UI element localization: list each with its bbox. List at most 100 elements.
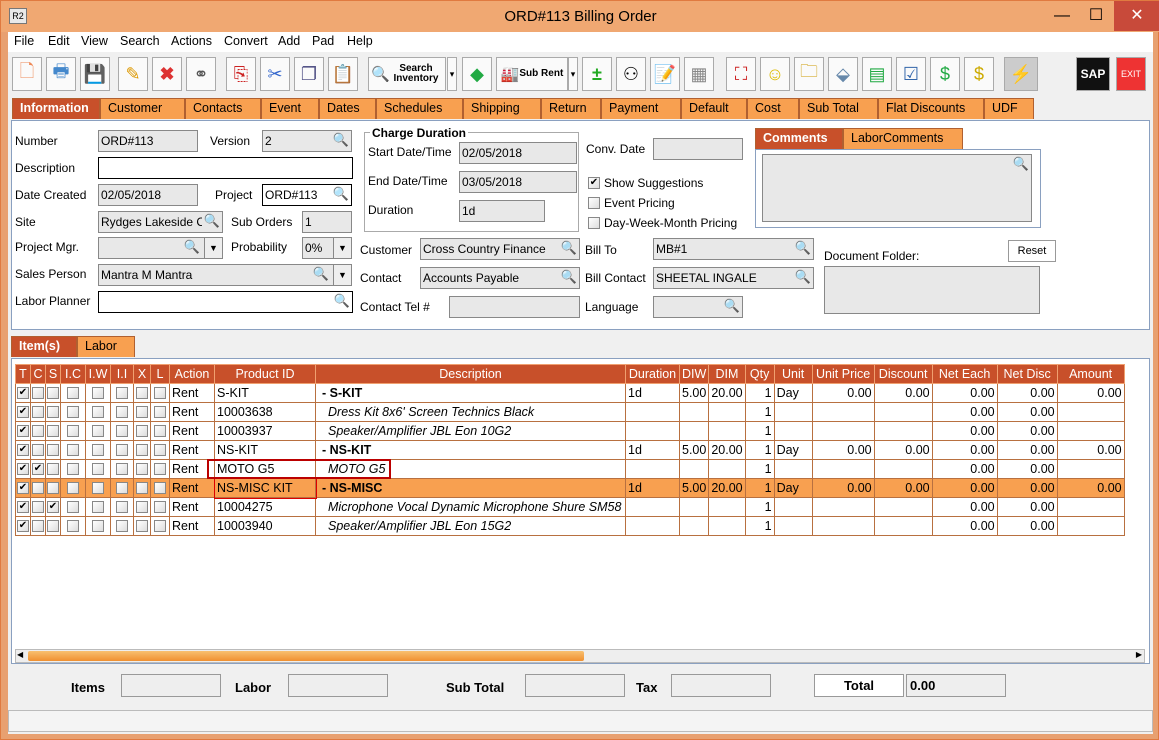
search-inventory-dropdown-icon[interactable]: ▾ <box>447 57 457 91</box>
checkbox[interactable] <box>67 444 79 456</box>
checkbox[interactable] <box>154 463 166 475</box>
checkbox[interactable] <box>92 463 104 475</box>
qty-cell[interactable]: 1 <box>744 383 775 403</box>
column-header[interactable]: T <box>15 364 31 384</box>
description-field[interactable] <box>98 157 353 179</box>
checkbox[interactable] <box>154 406 166 418</box>
column-header[interactable]: Product ID <box>214 364 316 384</box>
amount-cell[interactable] <box>1056 402 1125 422</box>
column-header[interactable]: Qty <box>744 364 775 384</box>
notes-icon[interactable]: 📝 <box>650 57 680 91</box>
search-icon[interactable]: 🔍 <box>723 298 740 313</box>
date-created-field[interactable]: 02/05/2018 <box>98 184 198 206</box>
description-cell[interactable]: Speaker/Amplifier JBL Eon 10G2 <box>315 421 626 441</box>
checkbox[interactable] <box>67 387 79 399</box>
unit-cell[interactable] <box>773 421 813 441</box>
checkbox[interactable] <box>154 444 166 456</box>
tab-flat-discounts[interactable]: Flat Discounts <box>878 98 984 119</box>
description-cell[interactable]: Microphone Vocal Dynamic Microphone Shur… <box>315 497 626 517</box>
diw-cell[interactable]: 5.00 <box>678 440 710 460</box>
checkbox-checked[interactable]: ✔ <box>17 425 29 437</box>
menu-view[interactable]: View <box>81 34 108 48</box>
product-id-cell[interactable]: S-KIT <box>214 383 316 403</box>
checkbox[interactable] <box>136 463 148 475</box>
menu-search[interactable]: Search <box>120 34 160 48</box>
amount-cell[interactable] <box>1056 421 1125 441</box>
column-header[interactable]: DIW <box>678 364 710 384</box>
description-cell[interactable]: Dress Kit 8x6' Screen Technics Black <box>315 402 626 422</box>
amount-cell[interactable]: 0.00 <box>1056 383 1125 403</box>
scroll-right-icon[interactable]: ▶ <box>1135 650 1142 659</box>
net-each-cell[interactable]: 0.00 <box>931 383 998 403</box>
document-folder-field[interactable] <box>824 266 1040 314</box>
discount-cell[interactable]: 0.00 <box>873 440 933 460</box>
scrollbar-thumb[interactable] <box>28 651 584 661</box>
description-cell[interactable]: - NS-MISC <box>315 478 626 498</box>
menu-pad[interactable]: Pad <box>312 34 335 48</box>
checkbox-checked[interactable]: ✔ <box>17 501 29 513</box>
checkbox-checked[interactable]: ✔ <box>17 463 29 475</box>
checkbox[interactable] <box>67 463 79 475</box>
checkbox[interactable] <box>32 387 44 399</box>
net-disc-cell[interactable]: 0.00 <box>996 440 1058 460</box>
unit-price-cell[interactable] <box>811 516 875 536</box>
search-icon[interactable]: 🔍 <box>560 269 577 284</box>
horizontal-scrollbar[interactable]: ◀ ▶ <box>15 649 1145 663</box>
end-date-field[interactable]: 03/05/2018 <box>459 171 577 193</box>
duration-cell[interactable]: 1d <box>625 478 680 498</box>
sales-person-field[interactable]: Mantra M Mantra 🔍 ▼ <box>98 264 352 286</box>
search-icon[interactable]: 🔍 <box>183 239 200 254</box>
checkbox[interactable] <box>136 406 148 418</box>
table-row[interactable]: ✔ Rent NS-KIT - NS-KIT 1d 5.00 20.00 1 Day 0.00 0.… <box>15 440 1125 460</box>
chevron-down-icon[interactable]: ▼ <box>333 238 351 258</box>
diw-cell[interactable] <box>678 402 710 422</box>
column-header[interactable]: L <box>150 364 170 384</box>
tab-default[interactable]: Default <box>681 98 747 119</box>
maximize-button[interactable]: ☐ <box>1088 7 1104 24</box>
cut-icon[interactable]: ✂ <box>260 57 290 91</box>
table-row[interactable]: ✔ Rent NS-MISC KIT - NS-MISC 1d 5.00 20.00 1 Day… <box>15 477 1125 499</box>
new-icon[interactable]: 🗋 <box>12 57 42 91</box>
checkbox[interactable] <box>116 425 128 437</box>
search-icon[interactable]: 🔍 <box>203 213 220 228</box>
chevron-down-icon[interactable]: ▼ <box>204 238 222 258</box>
checkbox[interactable] <box>32 444 44 456</box>
project-field[interactable]: ORD#113 🔍 <box>262 184 352 206</box>
checkbox[interactable] <box>47 387 59 399</box>
table-row[interactable]: ✔ ✔ Rent MOTO G5 MOTO G5 1 0.00 0.00 <box>15 459 1125 479</box>
product-id-cell[interactable]: 10004275 <box>214 497 316 517</box>
column-header[interactable]: C <box>30 364 46 384</box>
duration-cell[interactable] <box>625 421 680 441</box>
checkbox[interactable] <box>92 501 104 513</box>
table-row[interactable]: ✔ ✔ Rent 10004275 Microphone Vocal Dynamic M… <box>15 497 1125 517</box>
column-header[interactable]: Unit Price <box>811 364 875 384</box>
sub-rent-button[interactable]: 🏭 Sub Rent <box>496 57 568 91</box>
customer-field[interactable]: Cross Country Finance 🔍 <box>420 238 580 260</box>
sub-rent-dropdown-icon[interactable]: ▾ <box>568 57 578 91</box>
project-mgr-field[interactable]: 🔍 ▼ <box>98 237 223 259</box>
search-icon[interactable]: 🔍 <box>794 269 811 284</box>
product-id-cell[interactable]: NS-MISC KIT <box>213 477 317 499</box>
amount-cell[interactable] <box>1056 459 1125 479</box>
net-disc-cell[interactable]: 0.00 <box>996 516 1058 536</box>
net-each-cell[interactable]: 0.00 <box>931 440 998 460</box>
unit-cell[interactable] <box>773 402 813 422</box>
qty-cell[interactable]: 1 <box>744 478 775 498</box>
duration-cell[interactable] <box>625 459 680 479</box>
action-cell[interactable]: Rent <box>169 497 215 517</box>
action-cell[interactable]: Rent <box>169 516 215 536</box>
checkbox[interactable] <box>92 387 104 399</box>
tab-shipping[interactable]: Shipping <box>463 98 541 119</box>
diw-cell[interactable]: 5.00 <box>678 478 710 498</box>
tab-sub-total[interactable]: Sub Total <box>799 98 878 119</box>
convert-document-icon[interactable]: ⎘ <box>226 57 256 91</box>
schedule-icon[interactable]: ▦ <box>684 57 714 91</box>
dim-cell[interactable] <box>708 497 746 517</box>
action-cell[interactable]: Rent <box>169 440 215 460</box>
qty-cell[interactable]: 1 <box>744 516 775 536</box>
paste-icon[interactable]: 📋 <box>328 57 358 91</box>
number-field[interactable]: ORD#113 <box>98 130 198 152</box>
qty-cell[interactable]: 1 <box>744 402 775 422</box>
checkbox-checked[interactable]: ✔ <box>32 463 44 475</box>
tab-labor[interactable]: Labor <box>77 336 135 357</box>
